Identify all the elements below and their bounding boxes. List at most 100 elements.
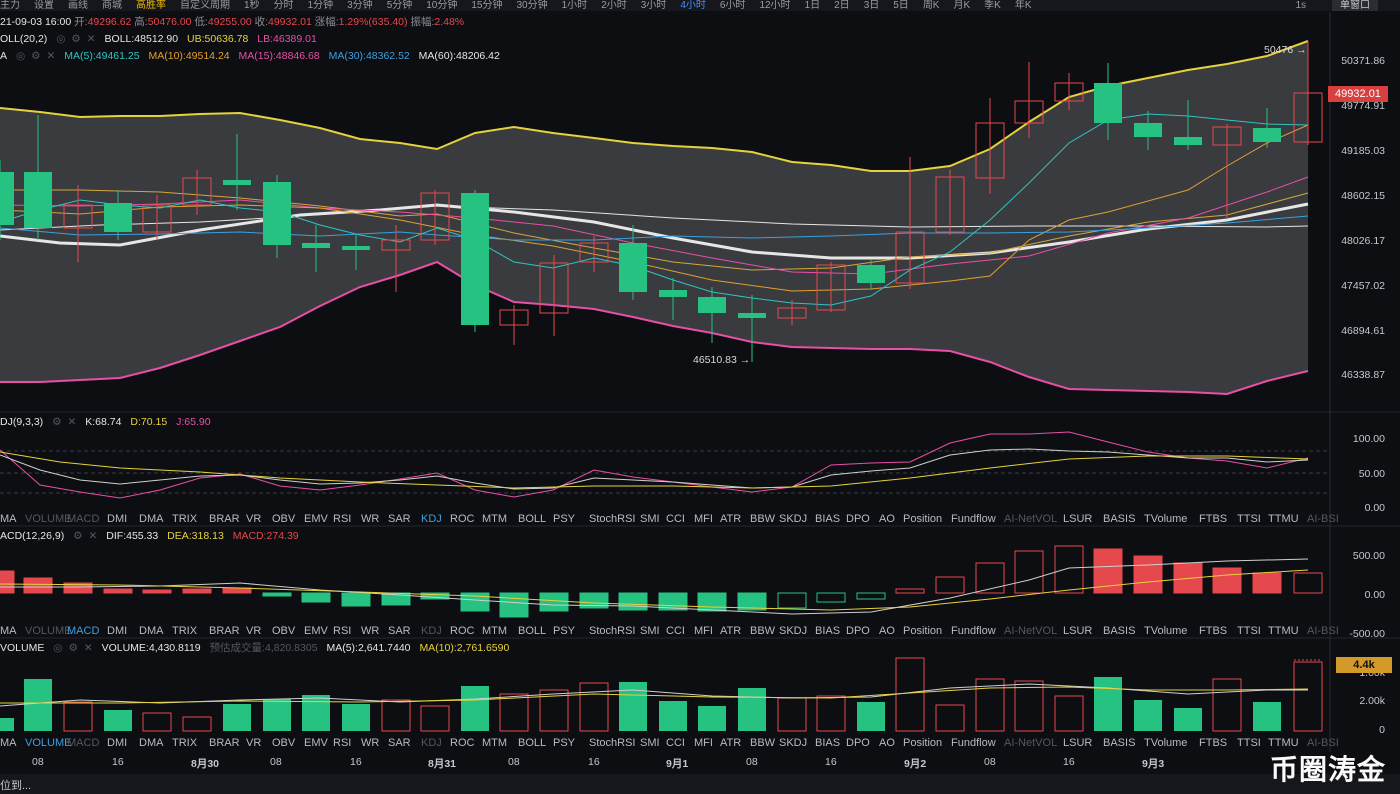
indicator-tab[interactable]: MA <box>0 625 17 637</box>
indicator-tab[interactable]: AI-BSI <box>1307 625 1339 637</box>
indicator-tab[interactable]: MACD <box>67 625 100 637</box>
indicator-tab[interactable]: LSUR <box>1063 625 1093 637</box>
indicator-tab[interactable]: FTBS <box>1199 513 1228 525</box>
toolbar-item[interactable]: 3小时 <box>640 0 667 11</box>
indicator-tab[interactable]: Position <box>903 513 943 525</box>
eye-icon[interactable]: ◎ <box>15 50 26 62</box>
indicator-tab[interactable]: VR <box>246 625 262 637</box>
indicator-tab[interactable]: BRAR <box>209 737 240 749</box>
indicator-tab[interactable]: VR <box>246 513 262 525</box>
indicator-tab[interactable]: AI-NetVOL <box>1004 625 1058 637</box>
indicator-tab[interactable]: MA <box>0 513 17 525</box>
toolbar-item[interactable]: 2小时 <box>601 0 627 11</box>
toolbar-item[interactable]: 12小时 <box>759 0 791 11</box>
toolbar-item[interactable]: 1日 <box>804 0 821 11</box>
indicator-tab[interactable]: BIAS <box>815 737 841 749</box>
indicator-tab[interactable]: BBW <box>750 625 776 637</box>
indicator-tab[interactable]: MFI <box>694 625 713 637</box>
indicator-tab[interactable]: Fundflow <box>951 513 996 525</box>
settings-icon[interactable]: ⚙ <box>71 33 81 45</box>
toolbar-item[interactable]: 3日 <box>863 0 880 11</box>
indicator-tab[interactable]: TTMU <box>1268 625 1299 637</box>
indicator-tab[interactable]: TTSI <box>1237 513 1261 525</box>
indicator-tab[interactable]: SKDJ <box>779 513 808 525</box>
indicator-tab[interactable]: RSI <box>333 513 352 525</box>
indicator-tab[interactable]: Position <box>903 737 943 749</box>
toolbar-item[interactable]: 4小时 <box>680 0 706 11</box>
indicator-tab[interactable]: SMI <box>640 737 660 749</box>
indicator-tab[interactable]: DMI <box>107 737 128 749</box>
close-icon[interactable]: ✕ <box>86 33 96 45</box>
indicator-tab[interactable]: VR <box>246 737 262 749</box>
indicator-tab[interactable]: WR <box>361 513 380 525</box>
indicator-tab[interactable]: TTSI <box>1237 737 1261 749</box>
indicator-tab[interactable]: MA <box>0 737 17 749</box>
indicator-tab[interactable]: MTM <box>482 737 508 749</box>
indicator-tab[interactable]: StochRSI <box>589 737 636 749</box>
close-icon[interactable]: ✕ <box>88 530 98 542</box>
indicator-tab[interactable]: DPO <box>846 513 870 525</box>
indicator-tab[interactable]: ATR <box>720 737 742 749</box>
indicator-tab[interactable]: SKDJ <box>779 625 808 637</box>
indicator-tab[interactable]: BASIS <box>1103 737 1136 749</box>
indicator-tab[interactable]: BOLL <box>518 513 547 525</box>
indicator-tab[interactable]: DPO <box>846 737 870 749</box>
toolbar-item[interactable]: 1秒 <box>244 0 260 11</box>
indicator-tab[interactable]: FTBS <box>1199 625 1228 637</box>
indicator-tab[interactable]: TTMU <box>1268 737 1299 749</box>
indicator-tab[interactable]: SKDJ <box>779 737 808 749</box>
indicator-tab[interactable]: BBW <box>750 737 776 749</box>
close-icon[interactable]: ✕ <box>67 416 77 428</box>
indicator-tab[interactable]: ROC <box>450 513 475 525</box>
indicator-tab[interactable]: CCI <box>666 513 685 525</box>
indicator-tab[interactable]: MTM <box>482 513 508 525</box>
indicator-tab[interactable]: TVolume <box>1144 625 1188 637</box>
indicator-tab[interactable]: ROC <box>450 625 475 637</box>
indicator-tab[interactable]: BOLL <box>518 625 547 637</box>
settings-icon[interactable]: ⚙ <box>31 50 41 62</box>
indicator-tab[interactable]: Fundflow <box>951 625 996 637</box>
indicator-tab[interactable]: StochRSI <box>589 625 636 637</box>
indicator-tab[interactable]: DMA <box>139 513 164 525</box>
indicator-tab[interactable]: AI-BSI <box>1307 737 1339 749</box>
indicator-tab[interactable]: CCI <box>666 737 685 749</box>
indicator-tab[interactable]: TRIX <box>172 625 198 637</box>
toolbar-item[interactable]: 高胜率 <box>136 0 166 11</box>
toolbar-item[interactable]: 1小时 <box>561 0 588 11</box>
eye-icon[interactable]: ◎ <box>56 33 66 45</box>
indicator-tab[interactable]: SAR <box>388 513 411 525</box>
indicator-tab[interactable]: SAR <box>388 625 411 637</box>
indicator-tab[interactable]: LSUR <box>1063 737 1093 749</box>
indicator-tab[interactable]: TRIX <box>172 513 198 525</box>
indicator-tab[interactable]: BRAR <box>209 625 240 637</box>
indicator-tab[interactable]: TRIX <box>172 737 198 749</box>
indicator-tab[interactable]: Position <box>903 625 943 637</box>
indicator-tab[interactable]: KDJ <box>421 737 442 749</box>
toolbar-item[interactable]: 30分钟 <box>516 0 548 11</box>
indicator-tab[interactable]: VOLUME <box>25 737 72 749</box>
indicator-tab[interactable]: CCI <box>666 625 685 637</box>
indicator-tab[interactable]: AO <box>879 737 895 749</box>
indicator-tab[interactable]: TVolume <box>1144 513 1188 525</box>
close-icon[interactable]: ✕ <box>83 642 93 654</box>
indicator-tab[interactable]: PSY <box>553 513 576 525</box>
indicator-tab[interactable]: MACD <box>67 513 100 525</box>
indicator-tab[interactable]: DPO <box>846 625 870 637</box>
indicator-tab[interactable]: VOLUME <box>25 513 72 525</box>
settings-icon[interactable]: ⚙ <box>68 642 78 654</box>
indicator-tab[interactable]: AI-NetVOL <box>1004 737 1058 749</box>
single-window-button[interactable]: 单窗口 <box>1332 0 1378 11</box>
indicator-tab[interactable]: EMV <box>304 625 328 637</box>
indicator-tab[interactable]: TTMU <box>1268 513 1299 525</box>
indicator-tab[interactable]: SAR <box>388 737 411 749</box>
indicator-tab[interactable]: KDJ <box>421 625 442 637</box>
indicator-tab[interactable]: OBV <box>272 737 296 749</box>
toolbar-item[interactable]: 周K <box>922 0 940 11</box>
settings-icon[interactable]: ⚙ <box>73 530 83 542</box>
indicator-tab[interactable]: OBV <box>272 625 296 637</box>
indicator-tab[interactable]: ROC <box>450 737 475 749</box>
indicator-tab[interactable]: MFI <box>694 737 713 749</box>
indicator-tab[interactable]: PSY <box>553 737 576 749</box>
toolbar-item[interactable]: 季K <box>984 0 1001 11</box>
indicator-tab[interactable]: ATR <box>720 625 742 637</box>
